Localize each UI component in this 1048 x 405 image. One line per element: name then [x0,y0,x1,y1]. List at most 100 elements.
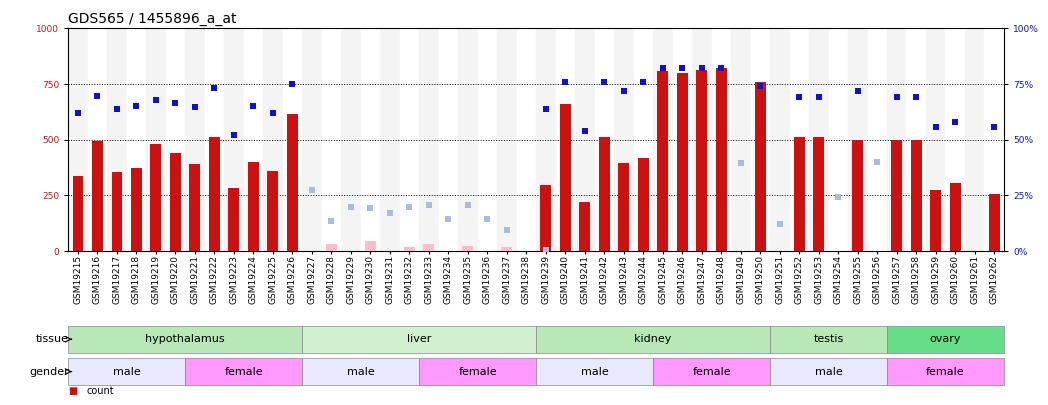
Point [69,110,86,116]
Text: gender: gender [29,367,69,377]
Bar [949,183,961,251]
Point [576,128,593,134]
Bar [809,28,829,251]
Point [420,202,437,209]
Point [538,247,554,253]
Bar [575,28,594,251]
Bar [965,28,984,251]
Point [401,203,418,210]
Bar [712,28,732,251]
Bar [697,70,707,251]
Bar [166,28,185,251]
Bar [361,28,380,251]
Bar [419,28,438,251]
Bar [151,144,161,251]
Point [109,105,126,112]
Bar [204,28,224,251]
Bar [326,244,336,251]
Bar [673,28,692,251]
Bar [716,68,726,251]
Point [225,132,242,139]
Point [362,205,378,211]
Point [284,81,301,87]
Point [986,124,1003,131]
Point [927,124,944,131]
Point [654,65,671,72]
Point [674,65,691,72]
Point [791,94,808,100]
Bar [228,188,239,251]
Text: female: female [224,367,263,377]
Bar [517,28,536,251]
Bar [399,28,419,251]
Bar [677,73,687,251]
Bar [536,28,555,251]
Point [615,87,632,94]
Text: male: male [113,367,140,377]
Bar [555,28,575,251]
Text: female: female [458,367,497,377]
Point [167,100,183,106]
Bar [403,247,415,251]
Bar [501,247,512,251]
Text: female: female [693,367,730,377]
Point [596,79,613,85]
Point [479,215,496,222]
Point [849,87,866,94]
Bar [560,104,571,251]
Bar [852,140,864,251]
Bar [541,185,551,251]
Bar [887,28,907,251]
Point [635,79,652,85]
Text: GDS565 / 1455896_a_at: GDS565 / 1455896_a_at [68,12,237,26]
Bar [892,140,902,251]
Point [830,193,847,200]
Point [187,104,203,111]
Point [381,210,398,216]
Point [206,85,223,92]
Text: liver: liver [407,334,432,344]
Bar [287,114,298,251]
Point [733,160,749,166]
Point [459,202,476,209]
Bar [88,28,107,251]
Bar [68,358,185,385]
Point [264,110,281,116]
Point [556,79,573,85]
Point [538,105,554,112]
Bar [68,326,302,353]
Point [713,65,729,72]
Bar [911,140,921,251]
Bar [692,28,712,251]
Bar [848,28,868,251]
Bar [127,28,146,251]
Bar [267,171,278,251]
Point [304,187,321,193]
Bar [302,326,536,353]
Bar [243,28,263,251]
Point [499,227,516,233]
Bar [536,326,770,353]
Bar [813,137,824,251]
Bar [170,153,180,251]
Bar [638,158,649,251]
Bar [107,28,127,251]
Bar [380,28,399,251]
Bar [131,168,141,251]
Bar [750,28,770,251]
Text: testis: testis [813,334,844,344]
Bar [458,28,478,251]
Bar [302,358,419,385]
Bar [478,28,497,251]
Bar [931,190,941,251]
Bar [653,28,673,251]
Bar [755,82,766,251]
Point [771,221,788,228]
Bar [341,28,361,251]
Bar [497,28,517,251]
Bar [248,162,259,251]
Bar [926,28,945,251]
Point [323,218,340,224]
Point [245,103,262,110]
Bar [598,137,610,251]
